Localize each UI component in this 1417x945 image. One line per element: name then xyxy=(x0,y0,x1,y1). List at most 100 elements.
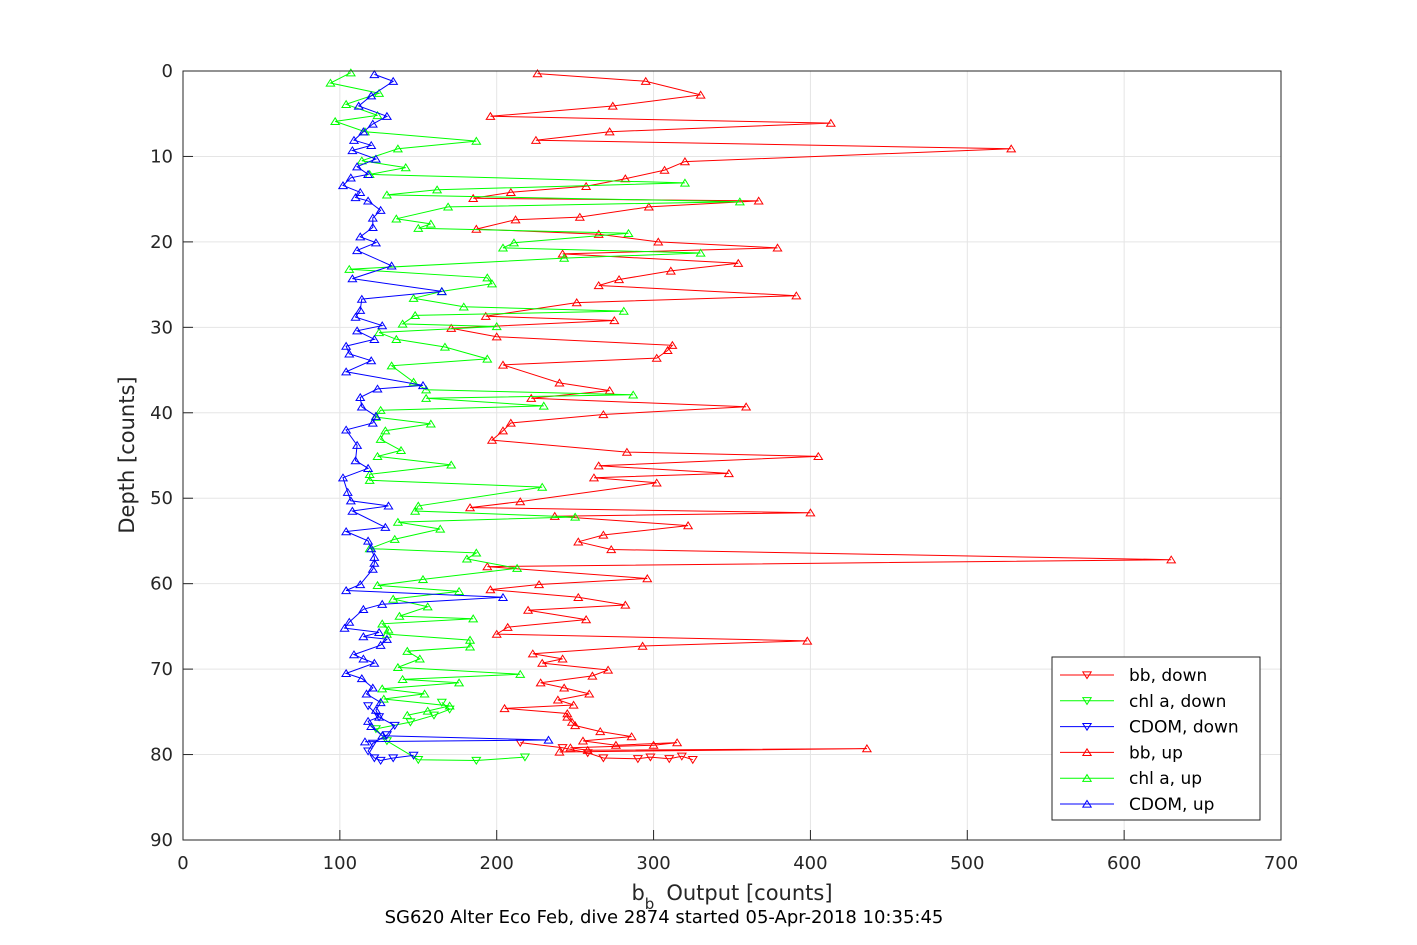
data-point xyxy=(595,726,606,736)
data-point xyxy=(366,140,377,149)
data-point xyxy=(791,291,802,300)
axis-ticks: 0 100 200 300 400 500 600 700 0 10 20 30 40 50 60 70 80 9… xyxy=(150,61,1298,874)
data-point xyxy=(362,196,374,205)
data-point xyxy=(679,157,691,166)
data-point xyxy=(802,636,813,645)
data-point xyxy=(369,754,380,763)
data-point xyxy=(510,215,521,224)
data-point xyxy=(444,701,455,710)
data-point xyxy=(642,574,653,583)
data-point xyxy=(380,426,391,435)
data-point xyxy=(425,419,436,428)
y-tick-label: 70 xyxy=(150,659,173,680)
y-tick-label: 10 xyxy=(150,146,173,167)
data-point xyxy=(422,602,433,611)
data-point xyxy=(350,456,361,465)
data-point xyxy=(505,418,516,427)
data-point xyxy=(364,475,375,484)
data-point xyxy=(402,710,413,719)
data-point xyxy=(350,312,361,321)
data-point xyxy=(446,323,457,332)
data-point xyxy=(428,711,440,720)
data-point xyxy=(1166,555,1177,564)
data-point xyxy=(588,473,600,482)
legend-label: chl a, down xyxy=(1129,692,1226,712)
data-point xyxy=(497,243,509,252)
data-point xyxy=(370,238,382,247)
x-tick-label: 100 xyxy=(323,853,357,874)
data-point xyxy=(676,752,687,761)
data-point xyxy=(571,298,582,307)
data-point xyxy=(527,649,538,658)
data-point xyxy=(653,237,664,246)
data-point xyxy=(515,669,526,678)
data-point xyxy=(356,402,367,411)
data-point xyxy=(471,136,482,145)
data-point xyxy=(651,353,662,362)
data-point xyxy=(356,156,367,165)
legend-item-chl-a-down: chl a, down xyxy=(1060,692,1226,712)
data-point xyxy=(573,537,584,546)
data-point xyxy=(772,243,783,252)
data-point xyxy=(359,737,371,746)
data-point xyxy=(353,101,364,110)
data-point xyxy=(662,345,673,355)
data-point xyxy=(325,78,336,87)
x-tick-label: 0 xyxy=(177,853,188,874)
data-point xyxy=(355,187,366,196)
data-point xyxy=(439,342,451,351)
x-axis-title: bb Output [counts] xyxy=(631,881,832,913)
legend-label: CDOM, up xyxy=(1129,795,1214,815)
y-axis-title: Depth [counts] xyxy=(115,376,139,533)
data-point xyxy=(347,274,358,283)
data-point xyxy=(369,658,380,667)
x-axis-subscript: b xyxy=(645,895,655,913)
data-point xyxy=(637,641,648,650)
data-point xyxy=(375,405,386,414)
data-point xyxy=(598,409,609,419)
data-point xyxy=(533,580,545,589)
data-point xyxy=(370,154,382,163)
data-point xyxy=(664,755,675,764)
data-point xyxy=(350,192,361,202)
axes-box xyxy=(182,70,1282,841)
data-point xyxy=(471,756,482,766)
data-point xyxy=(570,720,581,730)
data-point xyxy=(805,508,816,517)
data-point xyxy=(532,69,543,78)
data-point xyxy=(446,460,457,469)
data-point xyxy=(347,506,358,515)
data-point xyxy=(413,223,424,232)
data-point xyxy=(604,386,615,395)
data-point xyxy=(537,658,548,667)
data-point xyxy=(482,562,493,571)
data-point xyxy=(486,435,498,444)
data-point xyxy=(392,144,403,153)
data-point xyxy=(352,440,363,449)
data-point xyxy=(577,736,589,745)
data-point xyxy=(362,169,374,179)
data-point xyxy=(377,684,388,693)
data-point xyxy=(535,678,546,687)
data-point xyxy=(559,683,570,692)
series-cdom-up xyxy=(337,69,554,746)
data-point xyxy=(419,689,430,698)
data-point xyxy=(369,558,380,567)
data-point xyxy=(375,205,386,214)
data-point xyxy=(344,617,355,626)
data-point xyxy=(607,101,618,110)
data-point xyxy=(362,747,374,756)
data-point xyxy=(352,162,363,171)
legend-marker xyxy=(1081,747,1093,757)
data-point xyxy=(417,574,429,584)
data-point xyxy=(442,202,454,211)
data-point xyxy=(491,332,502,341)
data-point xyxy=(373,327,385,337)
data-point xyxy=(397,674,408,684)
data-point xyxy=(362,463,374,472)
data-point xyxy=(643,202,654,211)
data-point xyxy=(562,712,573,721)
legend-label: CDOM, down xyxy=(1129,718,1239,738)
data-point xyxy=(366,91,377,100)
